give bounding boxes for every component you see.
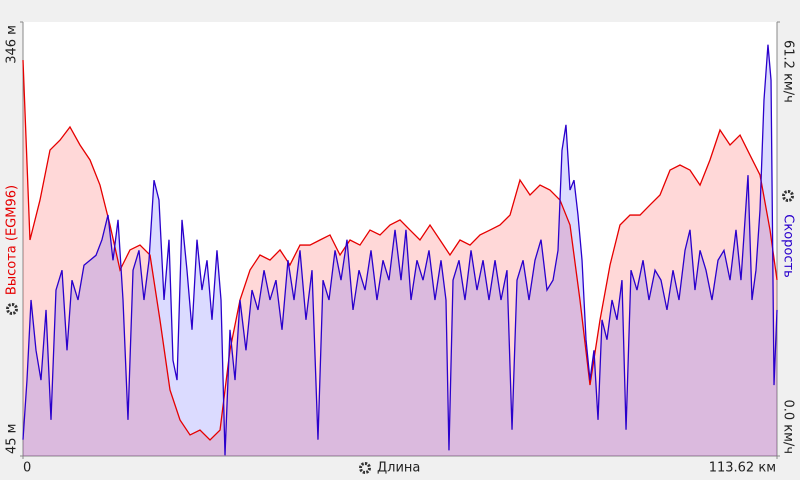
gear-icon [359, 462, 371, 474]
x-axis-label: Длина [377, 461, 420, 476]
y-tick-label: 346 м [5, 25, 20, 64]
y2-tick-label: 0.0 км/ч [781, 399, 796, 454]
series-line [22, 44, 778, 456]
series-line [22, 60, 778, 441]
y2-axis-label: Скорость [781, 214, 796, 277]
y-axis-label: Высота (EGM96) [5, 185, 20, 295]
plot [22, 44, 778, 456]
x-tick-label: 113.62 км [709, 461, 776, 476]
area-fill [23, 44, 777, 456]
area-fill [23, 60, 777, 456]
plot-area [23, 22, 777, 456]
y2-tick-label: 61.2 км/ч [781, 40, 796, 103]
y-tick-label: 45 м [5, 424, 20, 454]
x-tick-label: 0 [23, 461, 31, 476]
gear-icon [782, 190, 794, 202]
gear-icon [6, 303, 18, 315]
